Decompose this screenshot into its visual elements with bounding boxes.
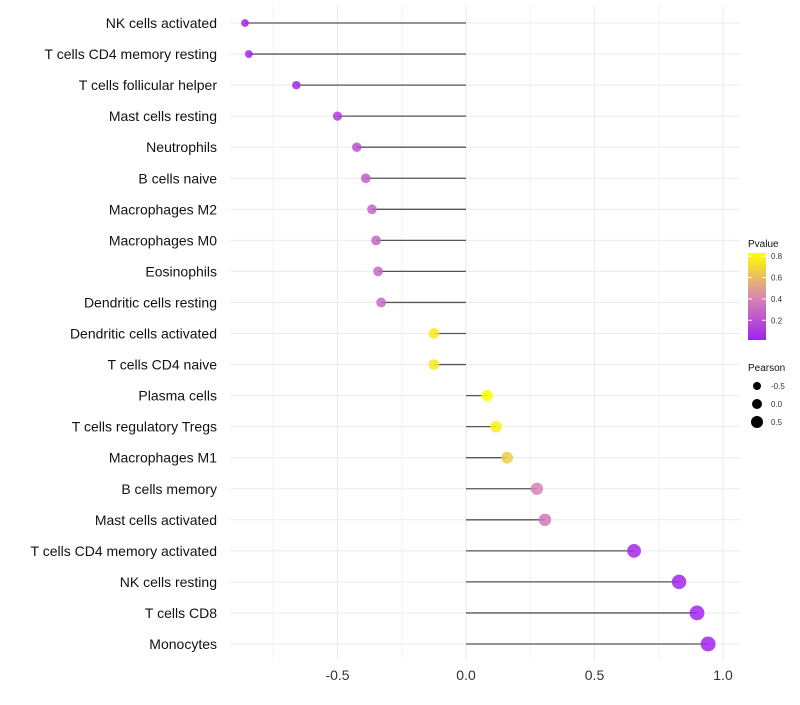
y-tick-label: Dendritic cells resting [84, 294, 217, 310]
lollipop-point [700, 636, 716, 652]
lollipop-point [490, 420, 502, 433]
lollipop-point [373, 266, 384, 277]
y-tick-label: Neutrophils [146, 139, 217, 155]
lollipop-point [244, 50, 253, 58]
y-tick-label: Monocytes [149, 636, 217, 652]
lollipop-point [292, 80, 301, 90]
color-legend-bar [748, 253, 766, 340]
y-tick-label: T cells CD4 naive [108, 357, 218, 373]
y-tick-label: T cells CD8 [145, 605, 217, 621]
lollipop-point [360, 173, 371, 184]
y-tick-label: Macrophages M1 [109, 450, 217, 466]
color-legend-label: 0.8 [771, 252, 783, 261]
y-tick-label: T cells CD4 memory resting [45, 46, 217, 62]
lollipop-point [241, 19, 249, 27]
color-legend-label: 0.4 [771, 295, 783, 304]
y-tick-label: NK cells resting [120, 574, 217, 590]
x-tick-label: -0.5 [325, 667, 349, 683]
y-tick-label: Mast cells activated [95, 512, 217, 528]
y-tick-label: T cells CD4 memory activated [31, 543, 217, 559]
lollipop-point [332, 111, 343, 121]
y-tick-label: T cells regulatory Tregs [72, 419, 217, 435]
x-tick-label: 0.5 [585, 667, 605, 683]
y-tick-label: NK cells activated [106, 15, 217, 31]
size-legend-point [752, 399, 762, 409]
size-legend-label: 0.0 [771, 400, 783, 409]
size-legend-label: 0.5 [771, 418, 783, 427]
size-legend-point [751, 416, 763, 428]
y-tick-label: Macrophages M0 [109, 232, 217, 248]
size-legend-title: Pearson [748, 363, 785, 374]
lollipop-point [538, 513, 552, 527]
lollipop-point [530, 482, 544, 495]
size-legend-point [753, 382, 761, 390]
lollipop-point [481, 389, 493, 402]
lollipop-point [352, 142, 362, 152]
lollipop-point [367, 204, 377, 215]
lollipop-point [371, 235, 381, 246]
x-tick-label: 0.0 [456, 667, 476, 683]
color-legend-label: 0.6 [771, 274, 783, 283]
lollipop-point [428, 359, 440, 370]
lollipop-point [689, 605, 705, 621]
x-tick-label: 1.0 [713, 667, 733, 683]
y-tick-label: B cells naive [138, 170, 217, 186]
lollipop-point [671, 574, 687, 590]
color-legend-label: 0.2 [771, 316, 783, 325]
y-tick-label: Eosinophils [145, 263, 217, 279]
lollipop-point [501, 451, 514, 464]
y-tick-label: Plasma cells [138, 388, 217, 404]
lollipop-point [428, 328, 440, 339]
y-tick-label: Dendritic cells activated [70, 326, 217, 342]
size-legend-label: -0.5 [771, 382, 785, 391]
y-tick-label: T cells follicular helper [79, 77, 218, 93]
y-tick-label: Mast cells resting [109, 108, 217, 124]
y-tick-label: B cells memory [121, 481, 217, 497]
lollipop-point [627, 543, 641, 558]
y-tick-label: Macrophages M2 [109, 201, 217, 217]
color-legend-title: Pvalue [748, 239, 779, 250]
lollipop-point [376, 297, 387, 308]
